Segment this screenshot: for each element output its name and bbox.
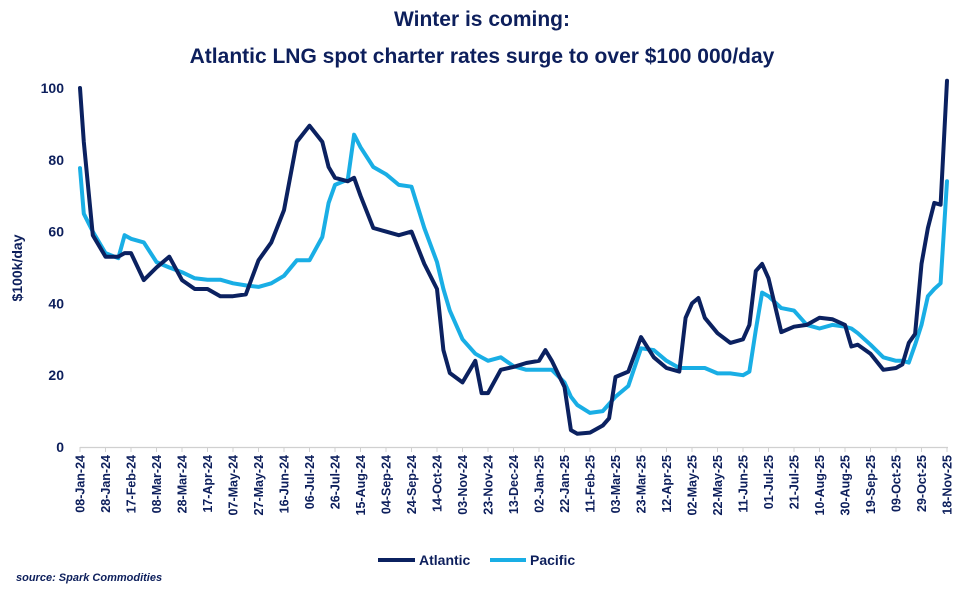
y-tick-label: 20 bbox=[48, 367, 64, 383]
x-tick-label: 03-Mar-25 bbox=[609, 455, 623, 513]
x-tick-label: 01-Jul-25 bbox=[762, 455, 776, 509]
x-tick-label: 22-May-25 bbox=[711, 455, 725, 515]
x-tick-label: 08-Mar-24 bbox=[150, 455, 164, 513]
series-line-atlantic bbox=[78, 78, 949, 436]
x-tick-label: 16-Jun-24 bbox=[278, 455, 292, 513]
legend-label-pacific: Pacific bbox=[530, 552, 575, 568]
x-tick-label: 12-Apr-25 bbox=[660, 455, 674, 513]
x-tick-label: 04-Sep-24 bbox=[380, 455, 394, 514]
legend-label-atlantic: Atlantic bbox=[419, 552, 471, 568]
x-tick-label: 11-Jun-25 bbox=[737, 455, 751, 513]
x-tick-label: 22-Jan-25 bbox=[558, 455, 572, 513]
legend: Atlantic Pacific bbox=[378, 552, 575, 568]
x-tick-label: 09-Oct-25 bbox=[890, 455, 904, 512]
x-tick-label: 14-Oct-24 bbox=[431, 455, 445, 512]
series-line-pacific bbox=[78, 132, 949, 415]
source-note: source: Spark Commodities bbox=[16, 572, 162, 584]
x-tick-label: 18-Nov-25 bbox=[941, 455, 955, 515]
x-tick-label: 06-Jul-24 bbox=[303, 455, 317, 509]
x-tick-label: 17-Feb-24 bbox=[125, 455, 139, 513]
x-tick-label: 29-Oct-25 bbox=[915, 455, 929, 512]
x-tick-label: 23-Nov-24 bbox=[482, 455, 496, 515]
x-tick-label: 13-Dec-24 bbox=[507, 455, 521, 514]
y-tick-label: 40 bbox=[48, 295, 64, 311]
y-tick-label: 80 bbox=[48, 152, 64, 168]
x-tick-label: 21-Jul-25 bbox=[788, 455, 802, 509]
x-tick-label: 02-Jan-25 bbox=[533, 455, 547, 513]
x-tick-label: 07-May-24 bbox=[227, 455, 241, 515]
x-tick-label: 27-May-24 bbox=[252, 455, 266, 515]
x-tick-label: 15-Aug-24 bbox=[354, 455, 368, 515]
chart-title: Winter is coming: bbox=[394, 8, 570, 31]
x-tick-label: 17-Apr-24 bbox=[201, 455, 215, 513]
x-tick-label: 03-Nov-24 bbox=[456, 455, 470, 515]
y-tick-label: 60 bbox=[48, 224, 64, 240]
x-tick-label: 30-Aug-25 bbox=[839, 455, 853, 515]
x-tick-label: 02-May-25 bbox=[686, 455, 700, 515]
x-tick-label: 28-Jan-24 bbox=[99, 455, 113, 513]
x-tick-label: 23-Mar-25 bbox=[635, 455, 649, 513]
y-axis-label: $100k/day bbox=[9, 234, 25, 301]
chart-subtitle: Atlantic LNG spot charter rates surge to… bbox=[190, 45, 775, 68]
x-tick-label: 26-Jul-24 bbox=[329, 455, 343, 509]
y-tick-label: 100 bbox=[41, 80, 65, 96]
x-tick-label: 08-Jan-24 bbox=[74, 455, 88, 513]
y-tick-label: 0 bbox=[56, 439, 64, 455]
x-tick-label: 28-Mar-24 bbox=[176, 455, 190, 513]
x-tick-label: 11-Feb-25 bbox=[584, 455, 598, 513]
x-tick-label: 10-Aug-25 bbox=[813, 455, 827, 515]
x-tick-label: 19-Sep-25 bbox=[864, 455, 878, 514]
x-tick-label: 24-Sep-24 bbox=[405, 455, 419, 514]
